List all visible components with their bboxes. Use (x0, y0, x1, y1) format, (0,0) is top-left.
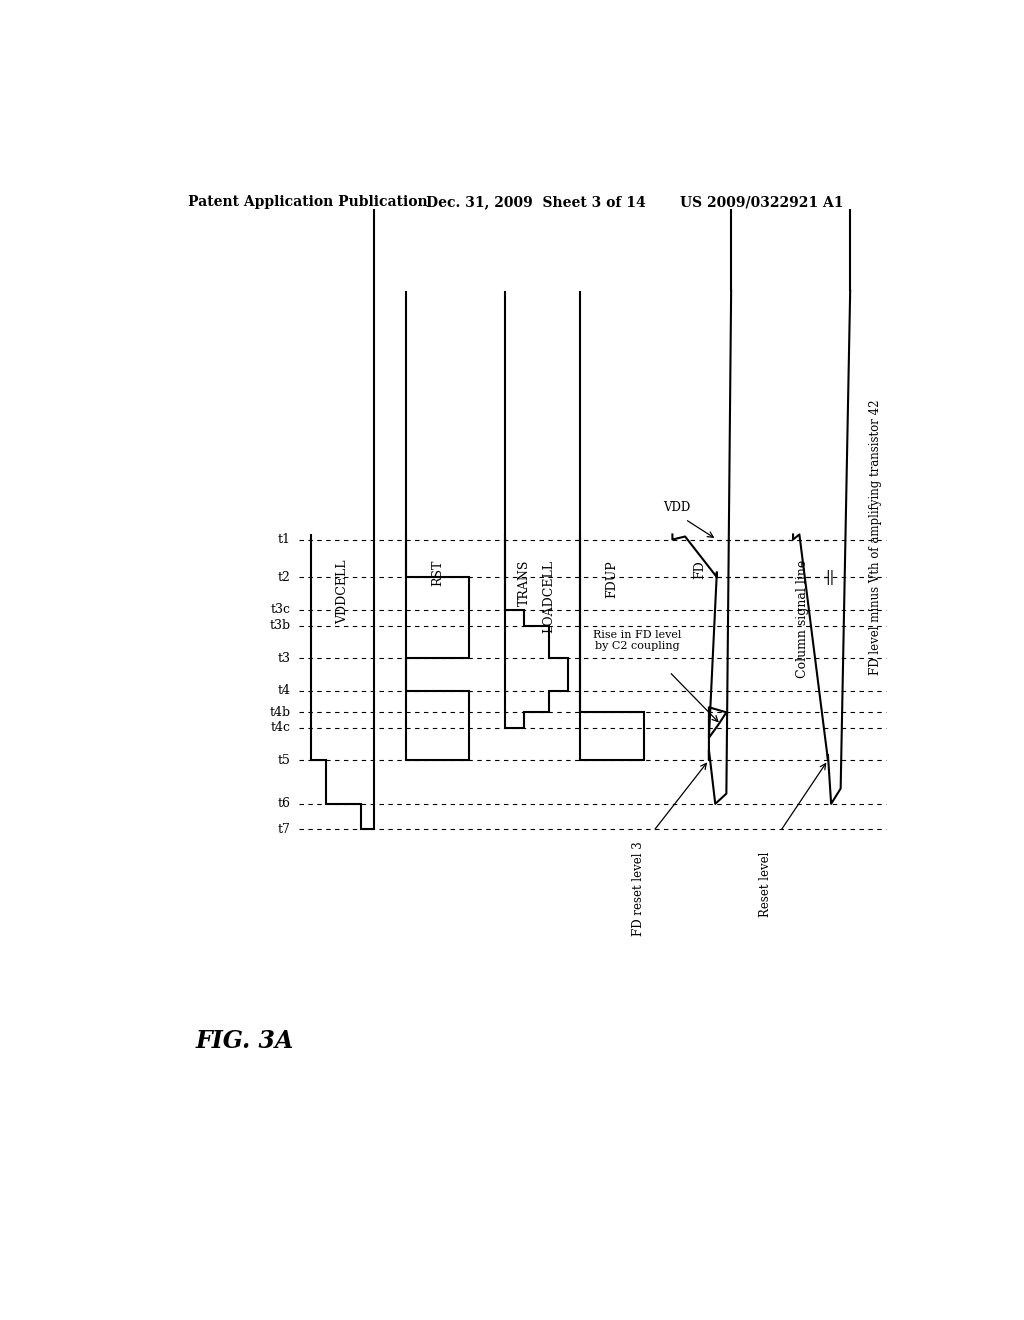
Text: FD reset level 3: FD reset level 3 (633, 841, 645, 936)
Text: FIG. 3A: FIG. 3A (196, 1028, 294, 1053)
Text: t4: t4 (278, 685, 291, 697)
Text: t4b: t4b (269, 706, 291, 719)
Text: VDD: VDD (664, 502, 691, 515)
Text: LOADCELL: LOADCELL (542, 560, 555, 632)
Text: t1: t1 (278, 533, 291, 546)
Text: ||: || (825, 570, 835, 585)
Text: Column signal line: Column signal line (796, 560, 809, 678)
Text: Patent Application Publication: Patent Application Publication (187, 195, 427, 209)
Text: US 2009/0322921 A1: US 2009/0322921 A1 (680, 195, 843, 209)
Text: t3b: t3b (269, 619, 291, 632)
Text: FDUP: FDUP (605, 560, 618, 598)
Text: VDDCELL: VDDCELL (336, 560, 349, 624)
Text: Reset level: Reset level (760, 851, 772, 917)
Text: TRANS: TRANS (518, 560, 531, 606)
Text: FD: FD (693, 560, 706, 578)
Text: FD level minus Vth of amplifying transistor 42: FD level minus Vth of amplifying transis… (869, 399, 883, 675)
Text: t3c: t3c (270, 603, 291, 616)
Text: t4c: t4c (270, 721, 291, 734)
Text: Dec. 31, 2009  Sheet 3 of 14: Dec. 31, 2009 Sheet 3 of 14 (426, 195, 645, 209)
Text: t7: t7 (278, 822, 291, 836)
Text: t6: t6 (278, 797, 291, 810)
Text: t2: t2 (278, 570, 291, 583)
Text: t5: t5 (278, 754, 291, 767)
Text: RST: RST (431, 560, 444, 586)
Text: Rise in FD level
by C2 coupling: Rise in FD level by C2 coupling (593, 630, 682, 651)
Text: t3: t3 (278, 652, 291, 665)
